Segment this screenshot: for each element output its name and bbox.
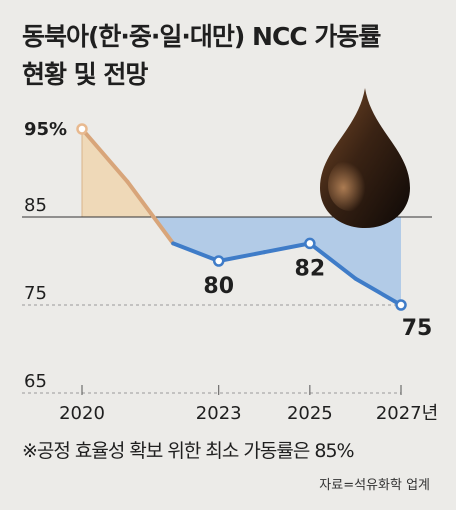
data-label-2023: 80: [203, 274, 234, 299]
oil-drop-illustration: [320, 88, 410, 228]
series-segment-3: [216, 250, 267, 263]
series-segment-5: [307, 241, 358, 281]
data-label-2027: 75: [402, 316, 433, 341]
axis-ticks: [81, 385, 402, 395]
axis-labels: 2020 2023 2025 2027년 95% 85 75 65 80 82 75: [24, 119, 438, 424]
chart-note: ※공정 효율성 확보 위한 최소 가동률은 85%: [22, 440, 355, 462]
x-tick-label-2023: 2023: [196, 403, 242, 424]
series-segment-0: [80, 127, 130, 184]
data-point-2023: [212, 255, 225, 267]
oil-drop-icon: [320, 88, 410, 228]
data-point-2020: [76, 123, 88, 135]
x-tick-label-2027: 2027년: [376, 403, 438, 424]
y-tick-label-95: 95%: [24, 119, 67, 140]
y-tick-label-75: 75: [24, 283, 47, 304]
oil-drop-shine: [328, 159, 372, 211]
chart-title-line2: 현황 및 전망: [22, 60, 148, 89]
series-line-group: [76, 123, 407, 311]
fill-below-reference: [153, 217, 401, 305]
data-point-2027: [395, 299, 407, 311]
chart-source: 자료=석유화학 업계: [319, 478, 430, 493]
data-point-2025: [304, 237, 316, 250]
x-tick-label-2025: 2025: [287, 403, 333, 424]
series-segment-6: [353, 276, 403, 307]
grid-lines: [22, 304, 401, 394]
data-label-2025: 82: [295, 256, 326, 281]
chart-title-line1: 동북아(한·중·일·대만) NCC 가동률: [22, 22, 381, 51]
series-segment-4: [262, 241, 312, 255]
series-segment-1: [125, 179, 176, 246]
y-tick-label-65: 65: [24, 371, 47, 392]
y-tick-label-85: 85: [24, 195, 47, 216]
x-tick-label-2020: 2020: [59, 403, 105, 424]
series-segment-2: [171, 241, 221, 263]
